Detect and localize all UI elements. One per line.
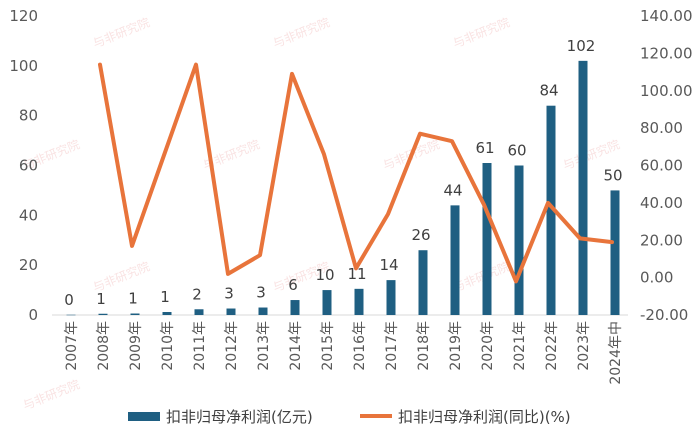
x-axis-tick-label: 2023年 <box>576 321 592 371</box>
right-axis-tick-label: 20.00 <box>640 231 683 249</box>
right-axis-tick-label: -20.00 <box>640 306 688 324</box>
bar <box>290 300 300 315</box>
bar <box>354 288 364 315</box>
left-axis-tick-label: 120 <box>9 7 38 25</box>
legend-bar-swatch <box>128 412 160 421</box>
bar-data-label: 2 <box>192 285 202 303</box>
bar-data-label: 1 <box>96 290 106 308</box>
x-axis-tick-label: 2022年 <box>544 321 560 371</box>
bar-data-label: 6 <box>288 276 298 294</box>
watermark-text: 与非研究院 <box>451 258 512 294</box>
bar <box>162 312 172 315</box>
right-axis-tick-label: 100.00 <box>640 82 693 100</box>
bar <box>418 250 428 315</box>
right-axis: -20.00 0.00 20.00 40.00 60.00 80.00 100.00 120.… <box>640 7 693 324</box>
bar-data-label: 84 <box>539 82 558 100</box>
legend-bar-label: 扣非归母净利润(亿元) <box>166 408 313 426</box>
left-axis-tick-label: 80 <box>19 107 38 125</box>
bar-series <box>66 60 620 316</box>
left-axis-tick-label: 20 <box>19 256 38 274</box>
bar <box>610 190 620 315</box>
x-axis-tick-label: 2010年 <box>160 321 176 371</box>
bar <box>226 308 236 315</box>
bar-data-label: 14 <box>379 256 398 274</box>
bar-data-label: 44 <box>443 181 462 199</box>
watermark-text: 与非研究院 <box>91 14 152 50</box>
left-axis-tick-label: 0 <box>28 306 38 324</box>
right-axis-tick-label: 40.00 <box>640 194 683 212</box>
x-axis-tick-label: 2009年 <box>128 321 144 371</box>
left-axis-tick-label: 60 <box>19 157 38 175</box>
bar-data-label: 0 <box>64 291 74 309</box>
bar <box>322 290 332 315</box>
x-axis-tick-label: 2020年 <box>480 321 496 371</box>
bar-data-label: 50 <box>603 166 622 184</box>
x-axis-tick-label: 2019年 <box>448 321 464 371</box>
x-axis-tick-label: 2008年 <box>96 321 112 371</box>
bar-data-label: 60 <box>507 142 526 160</box>
bar-data-label: 3 <box>224 285 234 303</box>
bar <box>386 280 396 315</box>
bar <box>578 60 588 315</box>
bar <box>194 309 204 315</box>
x-axis-tick-label: 2021年 <box>512 321 528 371</box>
bar-data-label: 3 <box>256 284 266 302</box>
x-axis-tick-label: 2013年 <box>256 321 272 371</box>
bar-data-label: 11 <box>347 265 366 283</box>
line-path <box>98 62 614 284</box>
bar <box>482 163 492 315</box>
x-axis-tick-label: 2017年 <box>384 321 400 371</box>
x-axis-tick-label: 2024年中 <box>608 321 624 385</box>
right-axis-tick-label: 80.00 <box>640 119 683 137</box>
x-axis-tick-label: 2018年 <box>416 321 432 371</box>
right-axis-tick-label: 120.00 <box>640 44 693 62</box>
right-axis-tick-label: 140.00 <box>640 7 693 25</box>
bar <box>450 205 460 315</box>
watermark-text: 与非研究院 <box>451 14 512 50</box>
legend: 扣非归母净利润(亿元) 扣非归母净利润(同比)(%) <box>128 408 571 426</box>
bar <box>514 165 524 315</box>
x-axis-tick-label: 2016年 <box>352 321 368 371</box>
right-axis-tick-label: 60.00 <box>640 157 683 175</box>
bar <box>546 105 556 315</box>
watermark-text: 与非研究院 <box>21 376 82 412</box>
line-series <box>98 62 614 284</box>
x-axis-tick-label: 2011年 <box>192 321 208 371</box>
bar-data-label: 61 <box>475 139 494 157</box>
bar <box>130 313 140 315</box>
left-axis: 0 20 40 60 80 100 120 <box>9 7 38 324</box>
bar <box>98 313 108 315</box>
bar <box>258 307 268 315</box>
x-axis-tick-label: 2012年 <box>224 321 240 371</box>
x-axis: 2007年 2008年 2009年 2010年 2011年 2012年 2013年 2014年… <box>64 321 624 385</box>
x-axis-tick-label: 2015年 <box>320 321 336 371</box>
left-axis-tick-label: 100 <box>9 57 38 75</box>
bar-data-label: 1 <box>128 290 138 308</box>
bar-data-label: 1 <box>160 288 170 306</box>
bar-data-label: 102 <box>567 37 596 55</box>
watermark-text: 与非研究院 <box>271 14 332 50</box>
bar-data-label: 10 <box>315 266 334 284</box>
legend-line-label: 扣非归母净利润(同比)(%) <box>398 408 571 426</box>
left-axis-tick-label: 40 <box>19 206 38 224</box>
x-axis-tick-label: 2007年 <box>64 321 80 371</box>
bar-data-label: 26 <box>411 226 430 244</box>
right-axis-tick-label: 0.00 <box>640 269 673 287</box>
x-axis-tick-label: 2014年 <box>288 321 304 371</box>
bar <box>66 314 76 316</box>
